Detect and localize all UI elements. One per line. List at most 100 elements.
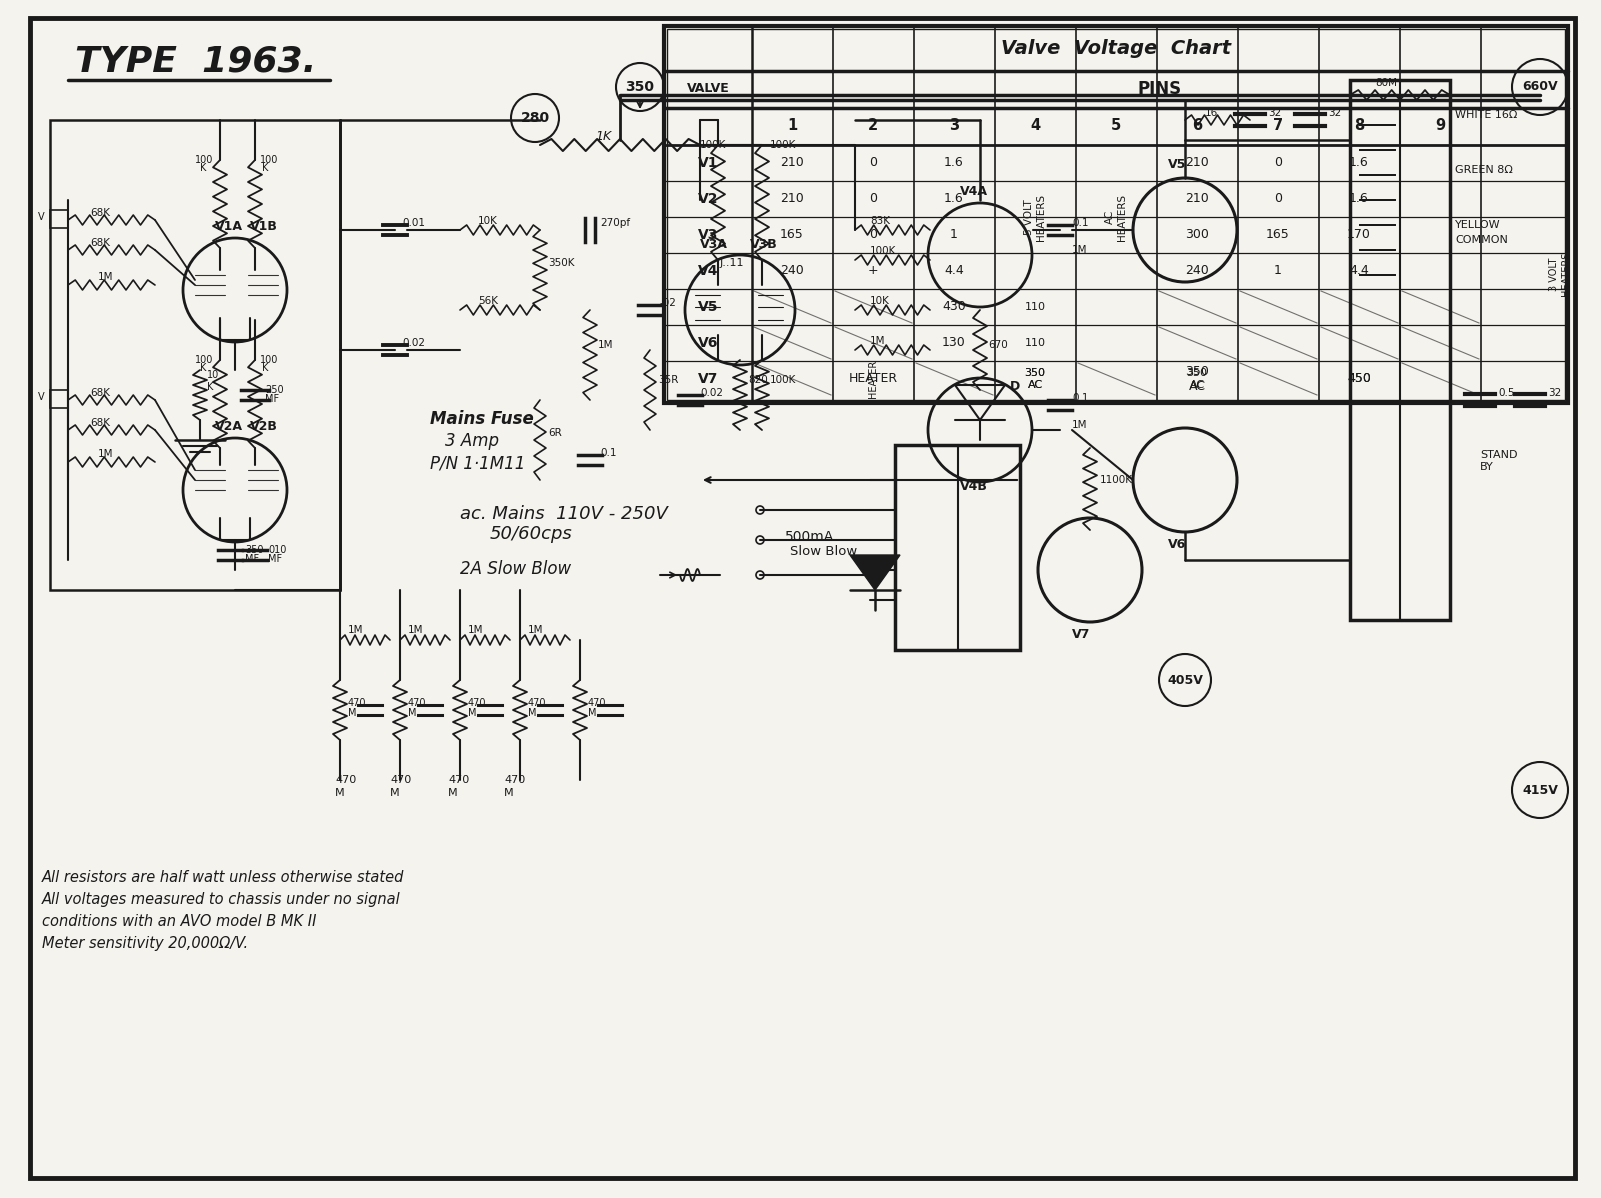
Text: 100: 100: [195, 355, 213, 365]
Text: 1M: 1M: [98, 272, 114, 282]
Text: 0.5: 0.5: [1499, 388, 1515, 398]
Text: 165: 165: [1266, 229, 1290, 242]
Text: 250: 250: [266, 385, 283, 395]
Text: MF: MF: [245, 553, 259, 564]
Text: 1M: 1M: [98, 449, 114, 459]
Text: M: M: [467, 708, 477, 718]
Text: V2A: V2A: [215, 420, 243, 432]
Text: STAND
BY: STAND BY: [1479, 450, 1518, 472]
Text: Slow Blow: Slow Blow: [789, 545, 857, 558]
Text: V: V: [38, 392, 45, 403]
Text: 450: 450: [1346, 373, 1370, 386]
Text: 0.02: 0.02: [700, 388, 724, 398]
Text: 210: 210: [780, 193, 804, 206]
Text: 010: 010: [267, 545, 287, 555]
Text: 1.6: 1.6: [945, 157, 964, 169]
Text: conditions with an AVO model B MK II: conditions with an AVO model B MK II: [42, 914, 317, 928]
Text: 1: 1: [786, 119, 797, 133]
Text: All voltages measured to chassis under no signal: All voltages measured to chassis under n…: [42, 893, 400, 907]
Text: 10K: 10K: [869, 296, 890, 305]
Text: 7: 7: [1273, 119, 1282, 133]
Text: COMMON: COMMON: [1455, 235, 1508, 246]
Text: 300: 300: [1185, 229, 1209, 242]
Text: 1M: 1M: [347, 625, 363, 635]
Text: M: M: [347, 708, 357, 718]
Text: All resistors are half watt unless otherwise stated: All resistors are half watt unless other…: [42, 870, 405, 885]
Text: 450: 450: [1346, 373, 1370, 386]
Text: D: D: [1010, 380, 1020, 393]
Text: V7: V7: [698, 373, 719, 386]
Text: M: M: [391, 788, 400, 798]
Bar: [50, 391, 67, 409]
Text: 0.1: 0.1: [1073, 393, 1089, 403]
Text: 660V: 660V: [1523, 80, 1558, 93]
Text: 470: 470: [391, 775, 411, 785]
Text: ac. Mains  110V - 250V: ac. Mains 110V - 250V: [459, 506, 668, 524]
Text: V1A: V1A: [215, 220, 243, 232]
Text: GREEN 8Ω: GREEN 8Ω: [1455, 165, 1513, 175]
Text: 6R: 6R: [548, 428, 562, 438]
Text: Mains Fuse: Mains Fuse: [431, 410, 533, 428]
Text: 100K: 100K: [770, 140, 796, 150]
Text: K: K: [263, 163, 269, 173]
Text: V2: V2: [698, 192, 719, 206]
Text: K: K: [207, 382, 213, 392]
Text: 6: 6: [1191, 119, 1202, 133]
Text: 0.02: 0.02: [402, 338, 424, 347]
Text: 1M: 1M: [467, 625, 484, 635]
Text: 100K: 100K: [770, 375, 796, 385]
Text: 470: 470: [504, 775, 525, 785]
Text: +: +: [868, 265, 879, 278]
Text: 100: 100: [259, 355, 279, 365]
Text: 9: 9: [1434, 119, 1446, 133]
Text: V3A: V3A: [700, 238, 728, 252]
Text: 405V: 405V: [1167, 673, 1202, 686]
Text: 470: 470: [528, 698, 546, 708]
Text: 1.6: 1.6: [1350, 193, 1369, 206]
Text: MF: MF: [266, 394, 279, 404]
Text: V1B: V1B: [250, 220, 279, 232]
Text: WHITE 16Ω: WHITE 16Ω: [1455, 110, 1518, 120]
Text: 35R: 35R: [658, 375, 679, 385]
Text: 110: 110: [1025, 338, 1045, 347]
Text: 3 VOLT
HEATERS: 3 VOLT HEATERS: [1550, 252, 1571, 296]
Text: 350: 350: [626, 80, 655, 93]
Text: 3: 3: [949, 119, 959, 133]
Text: V: V: [38, 212, 45, 222]
Text: 4: 4: [1029, 119, 1041, 133]
Text: M: M: [588, 708, 597, 718]
Text: M: M: [335, 788, 344, 798]
Text: 1M: 1M: [1073, 246, 1087, 255]
Text: M: M: [504, 788, 514, 798]
Text: 0: 0: [1274, 157, 1282, 169]
Text: V4: V4: [698, 264, 719, 278]
Text: 350: 350: [245, 545, 264, 555]
Text: 4.4: 4.4: [945, 265, 964, 278]
Text: V4A: V4A: [961, 184, 988, 198]
Text: V5: V5: [698, 300, 719, 314]
Text: V5: V5: [1169, 158, 1186, 171]
Text: 68K: 68K: [90, 208, 110, 218]
Text: 470: 470: [448, 775, 469, 785]
Text: HEATER: HEATER: [868, 359, 877, 398]
Text: 100: 100: [195, 155, 213, 165]
Text: 210: 210: [780, 157, 804, 169]
Text: 1M: 1M: [599, 340, 613, 350]
Text: 100K: 100K: [700, 140, 727, 150]
Text: 350
AC: 350 AC: [1025, 368, 1045, 389]
Text: 2A Slow Blow: 2A Slow Blow: [459, 559, 572, 577]
Text: 240: 240: [1185, 265, 1209, 278]
Text: 1M: 1M: [528, 625, 543, 635]
Text: 1M: 1M: [1073, 420, 1087, 430]
Text: 50/60cps: 50/60cps: [490, 525, 573, 543]
Text: K: K: [263, 363, 269, 373]
Text: 10: 10: [207, 370, 219, 380]
Text: V2B: V2B: [250, 420, 279, 432]
Text: 350K: 350K: [548, 258, 575, 268]
Text: 5 VOLT
HEATERS: 5 VOLT HEATERS: [1025, 193, 1045, 241]
Text: 1.6: 1.6: [1350, 157, 1369, 169]
Text: 32: 32: [1548, 388, 1561, 398]
Text: 16: 16: [1206, 108, 1218, 117]
Text: 470: 470: [335, 775, 357, 785]
Text: 170: 170: [1346, 229, 1370, 242]
